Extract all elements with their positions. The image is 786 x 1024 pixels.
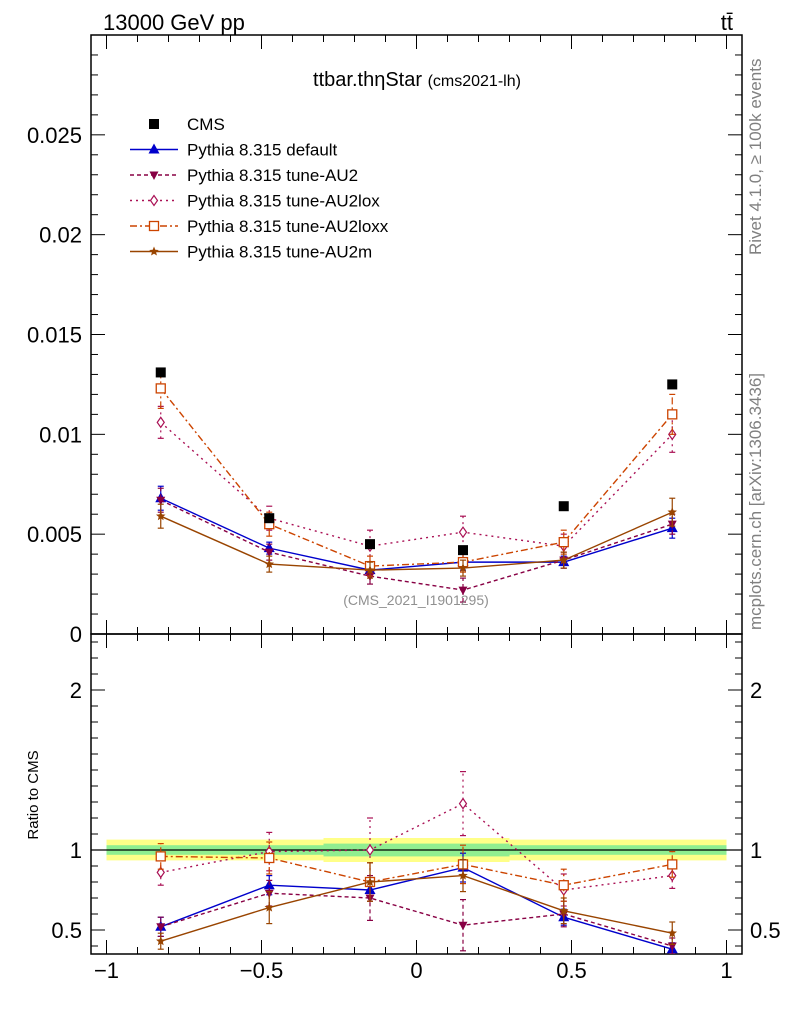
legend-marker-pythia-8-315-tune-au2 — [149, 171, 159, 180]
axis-ticks: −1 −0.5 0 0.5 1 0 0.005 0.01 0.015 0.02 0.025 0.5 0.… — [27, 35, 781, 983]
cms-data-point — [155, 367, 166, 378]
x-tick-label: −0.5 — [240, 958, 283, 983]
mc-point-pythia-8-315-tune-au2lox — [458, 526, 468, 539]
ratio-line-pythia-8-315-tune-au2loxx — [160, 855, 673, 886]
y-tick-label: 0.01 — [39, 422, 82, 447]
y-tick-label: 0 — [70, 622, 82, 647]
mc-point-pythia-8-315-tune-au2loxx — [558, 537, 569, 548]
legend-label-pythia-8-315-default: Pythia 8.315 default — [187, 141, 338, 160]
header-process-label: tt̄ — [721, 10, 733, 35]
cms-data-point — [667, 379, 678, 390]
ratio-y-tick-label-right: 1 — [750, 838, 762, 863]
legend-marker-pythia-8-315-tune-au2lox — [149, 194, 159, 207]
legend-label-pythia-8-315-tune-au2loxx: Pythia 8.315 tune-AU2loxx — [187, 217, 389, 236]
ratio-y-tick-label: 1 — [70, 838, 82, 863]
mc-point-pythia-8-315-tune-au2loxx — [667, 409, 678, 420]
mc-point-pythia-8-315-tune-au2 — [156, 496, 166, 506]
ratio-point-pythia-8-315-tune-au2m — [264, 902, 275, 912]
ratio-point-pythia-8-315-tune-au2lox — [458, 797, 468, 810]
ratio-point-pythia-8-315-tune-au2m — [667, 928, 678, 938]
mc-point-pythia-8-315-tune-au2m — [264, 559, 275, 569]
mc-point-pythia-8-315-tune-au2lox — [156, 416, 165, 429]
x-tick-label: 1 — [720, 958, 732, 983]
cms-data-point — [458, 545, 468, 556]
ratio-line-pythia-8-315-tune-au2 — [160, 892, 673, 947]
mc-point-pythia-8-315-tune-au2m — [365, 565, 375, 575]
ratio-y-tick-label-right: 0.5 — [750, 918, 781, 943]
plot-title-tag: (cms2021-lh) — [428, 73, 521, 90]
ratio-panel-series — [155, 770, 678, 954]
mc-point-pythia-8-315-tune-au2 — [458, 586, 468, 596]
ratio-point-pythia-8-315-tune-au2lox — [156, 866, 165, 879]
rivet-version-label: Rivet 4.1.0, ≥ 100k events — [746, 59, 765, 255]
x-tick-label: 0 — [410, 958, 422, 983]
mc-point-pythia-8-315-tune-au2m — [667, 507, 678, 517]
mc-point-pythia-8-315-tune-au2loxx — [155, 383, 166, 394]
legend-marker-pythia-8-315-tune-au2m — [149, 246, 159, 256]
mc-point-pythia-8-315-tune-au2m — [458, 563, 468, 573]
ratio-point-pythia-8-315-tune-au2loxx — [264, 852, 275, 864]
ratio-y-tick-label-right: 2 — [750, 678, 762, 703]
ratio-y-tick-label: 0.5 — [51, 918, 82, 943]
analysis-watermark: (CMS_2021_I1901295) — [343, 592, 489, 608]
cms-data-point — [264, 513, 275, 524]
y-tick-label: 0.02 — [39, 223, 82, 248]
y-tick-label: 0.025 — [27, 123, 82, 148]
x-tick-label: −1 — [94, 958, 119, 983]
cms-data-point — [558, 501, 569, 512]
ratio-point-pythia-8-315-tune-au2m — [365, 877, 375, 887]
ratio-panel-frame — [90, 633, 743, 955]
mc-line-pythia-8-315-tune-au2loxx — [160, 387, 673, 567]
mcplots-label: mcplots.cern.ch [arXiv:1306.3436] — [746, 373, 765, 630]
ratio-point-pythia-8-315-tune-au2m — [558, 905, 569, 915]
x-tick-label: 0.5 — [556, 958, 587, 983]
header-energy-label: 13000 GeV pp — [103, 10, 245, 35]
ratio-line-pythia-8-315-default — [160, 866, 673, 950]
y-tick-label: 0.005 — [27, 522, 82, 547]
cms-data-point — [365, 539, 375, 550]
legend-label-pythia-8-315-tune-au2: Pythia 8.315 tune-AU2 — [187, 166, 358, 185]
ratio-point-pythia-8-315-tune-au2m — [458, 870, 468, 880]
mc-point-pythia-8-315-tune-au2m — [155, 511, 166, 521]
mc-point-pythia-8-315-tune-au2m — [558, 555, 569, 565]
legend-label-pythia-8-315-tune-au2m: Pythia 8.315 tune-AU2m — [187, 243, 372, 262]
legend-marker-pythia-8-315-tune-au2loxx — [148, 220, 160, 232]
ratio-point-pythia-8-315-tune-au2loxx — [667, 859, 678, 870]
plot-title-main: ttbar.thηStar — [313, 69, 422, 91]
mc-point-pythia-8-315-tune-au2 — [264, 548, 274, 558]
ratio-point-pythia-8-315-tune-au2loxx — [558, 880, 569, 891]
ratio-point-pythia-8-315-tune-au2m — [155, 936, 166, 946]
ratio-clipped-group — [155, 770, 678, 954]
ratio-y-tick-label: 2 — [70, 678, 82, 703]
legend: CMS Pythia 8.315 default Pythia 8.315 tune… — [130, 115, 389, 262]
legend-marker-pythia-8-315-default — [148, 143, 160, 154]
mc-line-pythia-8-315-tune-au2m — [160, 511, 673, 571]
ratio-point-pythia-8-315-tune-au2 — [458, 921, 468, 931]
legend-label-cms: CMS — [187, 115, 225, 134]
ratio-point-pythia-8-315-tune-au2 — [156, 923, 166, 932]
ratio-axis-label: Ratio to CMS — [25, 750, 42, 839]
ratio-line-pythia-8-315-tune-au2m — [160, 874, 673, 942]
y-tick-label: 0.015 — [27, 323, 82, 348]
plot-title: ttbar.thηStar (cms2021-lh) — [313, 69, 521, 91]
legend-label-pythia-8-315-tune-au2lox: Pythia 8.315 tune-AU2lox — [187, 192, 380, 211]
main-panel-series — [155, 367, 678, 603]
mc-line-pythia-8-315-tune-au2 — [160, 499, 673, 591]
ratio-point-pythia-8-315-tune-au2loxx — [155, 851, 166, 862]
ratio-point-pythia-8-315-tune-au2lox — [365, 843, 375, 857]
legend-marker-cms — [149, 119, 159, 129]
mc-line-pythia-8-315-default — [160, 497, 673, 571]
ratio-uncertainty-bands — [91, 838, 742, 862]
